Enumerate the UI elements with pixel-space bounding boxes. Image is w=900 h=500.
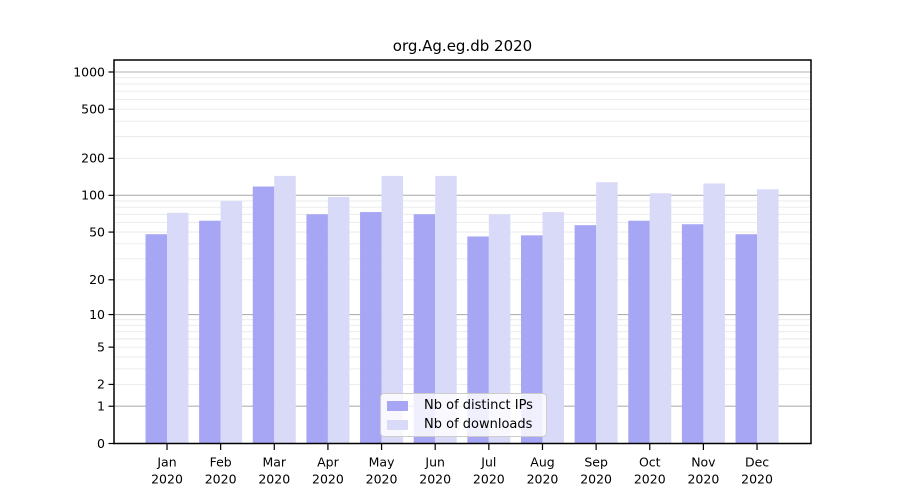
x-tick-label-year: 2020 [687, 472, 719, 487]
bar-downloads-mar [274, 175, 296, 444]
chart-title: org.Ag.eg.db 2020 [392, 37, 533, 55]
bar-downloads-feb [220, 200, 243, 444]
bar-distinct-ips-jun [413, 214, 436, 444]
bar-downloads-may [381, 175, 404, 444]
bar-downloads-oct [649, 193, 672, 444]
legend-label-downloads: Nb of downloads [424, 417, 533, 432]
x-tick-label-year: 2020 [366, 472, 398, 487]
x-tick-label-month: Dec [745, 455, 769, 470]
bar-downloads-apr [327, 196, 350, 444]
y-tick-label: 5 [97, 339, 105, 354]
bar-distinct-ips-oct [628, 220, 650, 444]
x-tick-label-year: 2020 [473, 472, 505, 487]
x-tick-label-year: 2020 [580, 472, 612, 487]
bar-distinct-ips-feb [199, 220, 221, 444]
bar-distinct-ips-may [360, 212, 382, 444]
x-tick-label-month: Mar [262, 455, 286, 470]
x-tick-label-year: 2020 [151, 472, 183, 487]
x-tick-label-year: 2020 [527, 472, 559, 487]
legend-swatch-downloads [387, 419, 408, 430]
y-tick-label: 1000 [73, 64, 105, 79]
legend-row-downloads: Nb of downloads [387, 417, 538, 432]
y-tick-label: 1 [97, 399, 105, 414]
bar-distinct-ips-mar [252, 186, 275, 444]
x-tick-label-month: Sep [584, 455, 608, 470]
x-tick-label-year: 2020 [258, 472, 290, 487]
bar-distinct-ips-jan [145, 234, 167, 444]
x-tick-label-month: Oct [639, 455, 661, 470]
x-tick-label-month: Jul [480, 455, 496, 470]
x-tick-label-year: 2020 [312, 472, 344, 487]
y-tick-label: 10 [89, 307, 105, 322]
y-tick-label: 2 [97, 377, 105, 392]
y-tick-label: 0 [97, 436, 105, 451]
bar-distinct-ips-apr [306, 214, 328, 444]
bar-distinct-ips-aug [520, 235, 543, 444]
y-tick-label: 500 [81, 102, 105, 117]
legend: Nb of distinct IPs Nb of downloads [380, 393, 547, 437]
y-tick-label: 200 [81, 151, 105, 166]
x-tick-label-year: 2020 [634, 472, 666, 487]
x-tick-label-month: May [369, 455, 395, 470]
y-tick-label: 50 [89, 224, 105, 239]
legend-swatch-distinct-ips [387, 400, 408, 411]
bar-downloads-aug [542, 212, 564, 444]
bar-distinct-ips-dec [735, 234, 758, 444]
bar-downloads-dec [757, 189, 779, 444]
bar-distinct-ips-nov [681, 224, 704, 444]
x-tick-label-month: Aug [530, 455, 554, 470]
x-tick-label-year: 2020 [419, 472, 451, 487]
x-tick-label-month: Apr [317, 455, 339, 470]
bar-distinct-ips-sep [574, 225, 597, 444]
bar-downloads-nov [703, 183, 725, 444]
y-tick-label: 100 [81, 188, 105, 203]
bar-downloads-jul [488, 214, 511, 444]
x-tick-label-year: 2020 [205, 472, 237, 487]
legend-label-distinct-ips: Nb of distinct IPs [424, 398, 533, 413]
y-tick-label: 20 [89, 272, 105, 287]
x-tick-label-year: 2020 [741, 472, 773, 487]
bar-downloads-sep [596, 182, 618, 444]
plot-border [113, 59, 812, 445]
legend-row-distinct-ips: Nb of distinct IPs [387, 398, 538, 413]
x-tick-label-month: Jan [156, 455, 176, 470]
bar-downloads-jun [435, 175, 457, 444]
x-tick-label-month: Nov [691, 455, 716, 470]
bar-distinct-ips-jul [467, 236, 489, 444]
x-tick-label-month: Jun [424, 455, 445, 470]
bar-downloads-jan [167, 212, 189, 444]
x-tick-label-month: Feb [210, 455, 232, 470]
